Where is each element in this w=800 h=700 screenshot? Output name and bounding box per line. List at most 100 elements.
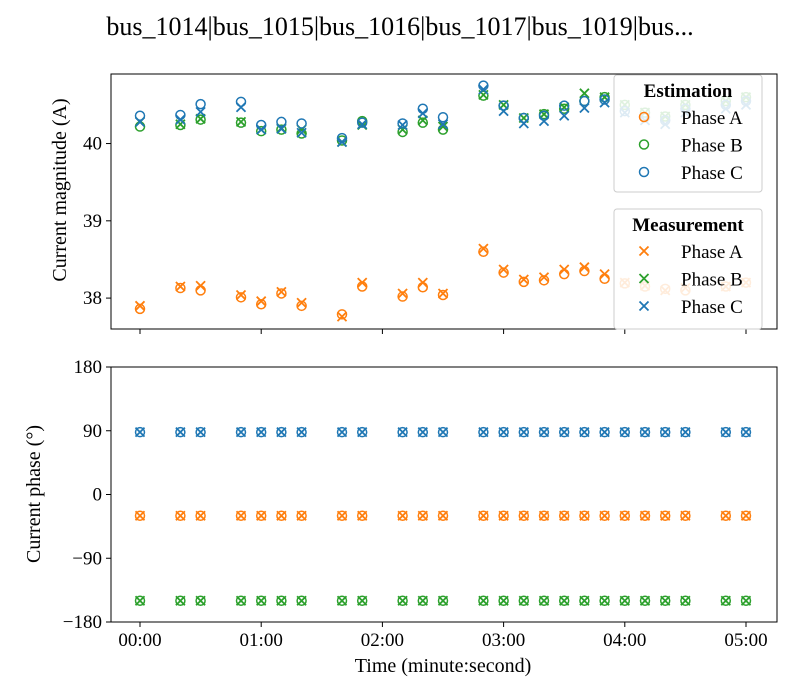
estimation-point: [255, 426, 267, 438]
measurement-point: [599, 510, 610, 521]
estimation-point: [558, 595, 570, 606]
estimation-point: [599, 94, 610, 105]
estimation-point: [498, 426, 509, 438]
estimation-point: [478, 510, 489, 521]
estimation-point: [558, 100, 570, 111]
estimation-point: [336, 595, 348, 606]
estimation-point: [417, 595, 429, 606]
estimation-point: [195, 98, 206, 110]
estimation-point: [397, 595, 408, 606]
y-tick-label: 39: [83, 211, 102, 232]
measurement-point: [296, 510, 307, 521]
measurement-point: [579, 510, 590, 521]
estimation-point: [195, 426, 206, 438]
legend-entry-label: Phase A: [681, 242, 743, 263]
measurement-point: [296, 127, 307, 138]
legend-title: Estimation: [644, 81, 733, 102]
estimation-point: [134, 510, 146, 521]
estimation-point: [336, 510, 348, 521]
estimation-point: [478, 426, 489, 438]
phase-panel: −180 −90 0 90 180 00:00 01:00 02:00 03:00 04:00 05…: [63, 357, 778, 651]
legend-box: [613, 208, 763, 330]
measurement-point: [195, 106, 206, 118]
measurement-point: [235, 116, 247, 128]
measurement-point: [660, 510, 671, 521]
measurement-point: [639, 595, 651, 606]
estimation-point: [599, 426, 610, 438]
measurement-point: [579, 595, 590, 606]
measurement-point: [336, 136, 348, 148]
legend-measurement: Measurement Phase A Phase B Phase C: [613, 208, 763, 330]
estimation-point: [134, 426, 146, 438]
estimation-point: [175, 109, 186, 121]
measurement-point: [175, 427, 186, 438]
estimation-point: [175, 282, 186, 294]
estimation-point: [195, 595, 206, 606]
measurement-point: [256, 296, 267, 307]
measurement-point: [357, 119, 368, 130]
estimation-point: [518, 510, 530, 521]
estimation-point: [397, 118, 408, 129]
measurement-point: [680, 427, 691, 438]
measurement-point: [397, 427, 408, 438]
measurement-point: [579, 262, 590, 273]
measurement-point: [357, 277, 368, 288]
y-tick-label: 0: [93, 485, 103, 506]
estimation-point: [235, 292, 247, 303]
estimation-point: [740, 510, 752, 521]
measurement-point: [256, 427, 267, 438]
measurement-point: [437, 121, 449, 132]
measurement-point: [175, 595, 186, 606]
estimation-point: [498, 595, 509, 606]
estimation-point: [538, 426, 550, 438]
measurement-point: [740, 595, 752, 606]
estimation-point: [720, 426, 732, 438]
measurement-point: [478, 243, 489, 254]
measurement-point: [518, 595, 529, 606]
estimation-point: [579, 595, 590, 606]
estimation-point: [336, 309, 348, 320]
legend-estimation: Estimation Phase A Phase B Phase C: [613, 74, 763, 193]
measurement-point: [397, 510, 408, 521]
estimation-point: [579, 510, 590, 521]
measurement-point: [357, 510, 368, 521]
measurement-point: [538, 427, 550, 438]
legend-marker: [638, 166, 650, 178]
measurement-point: [478, 427, 489, 438]
measurement-point: [336, 311, 348, 322]
measurement-point: [538, 510, 550, 521]
y-tick-label: 38: [83, 288, 102, 309]
estimation-point: [397, 291, 408, 302]
estimation-point: [276, 595, 287, 606]
estimation-point: [336, 426, 348, 438]
measurement-point: [256, 124, 267, 135]
measurement-point: [175, 281, 186, 292]
estimation-point: [417, 103, 429, 115]
estimation-point: [235, 595, 247, 606]
estimation-point: [437, 510, 449, 521]
estimation-point: [296, 595, 307, 606]
legend-box: [613, 74, 763, 193]
estimation-point: [478, 90, 489, 101]
measurement-point: [559, 510, 570, 521]
measurement-point: [437, 119, 449, 130]
x-tick-label: 05:00: [724, 630, 767, 651]
estimation-point: [720, 510, 732, 521]
measurement-point: [538, 272, 550, 283]
measurement-point: [175, 119, 186, 130]
estimation-point: [558, 510, 570, 521]
measurement-point: [437, 427, 449, 438]
estimation-point: [276, 288, 287, 299]
measurement-point: [276, 123, 287, 135]
estimation-point: [599, 510, 610, 521]
estimation-point: [639, 510, 651, 521]
estimation-point: [538, 275, 550, 286]
estimation-point: [518, 276, 530, 288]
estimation-point: [639, 595, 651, 606]
measurement-point: [296, 427, 307, 438]
measurement-point: [660, 427, 671, 438]
estimation-point: [680, 595, 691, 606]
measurement-point: [478, 595, 489, 606]
y-tick-label: 180: [74, 357, 103, 378]
legend-marker: [638, 139, 650, 150]
